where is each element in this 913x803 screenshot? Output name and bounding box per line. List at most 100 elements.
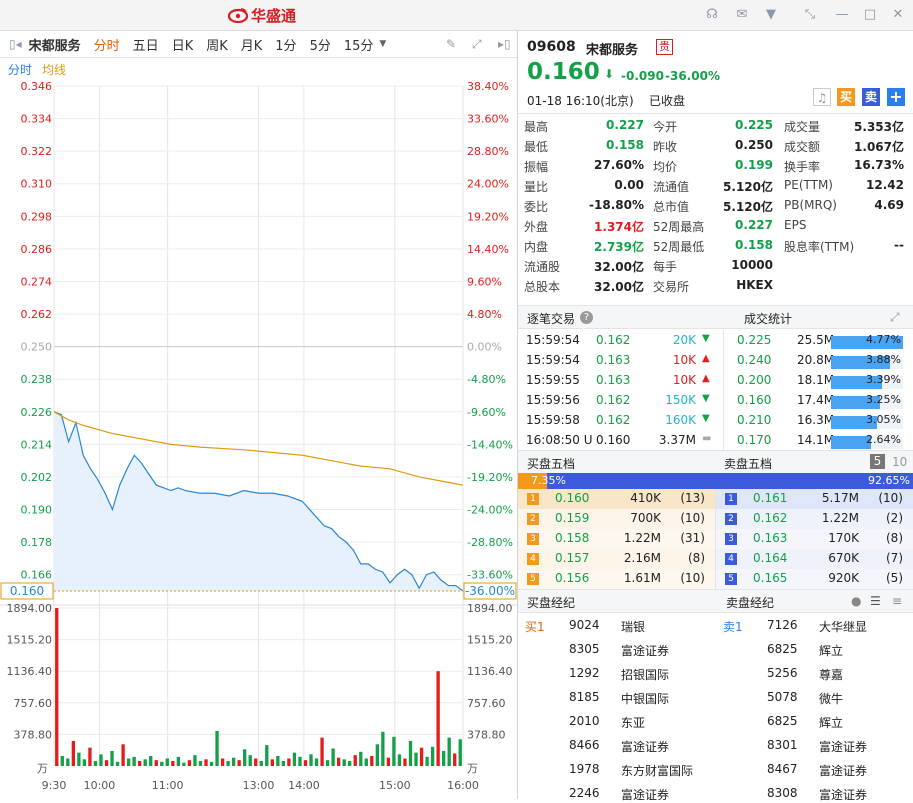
volume-bar — [359, 751, 363, 766]
pct-tick: 33.60% — [467, 113, 509, 126]
minimize-icon[interactable]: — — [835, 7, 849, 22]
volume-unit: 万 — [467, 762, 478, 775]
maximize-icon[interactable]: □ — [863, 7, 877, 22]
sell-broker-label: 卖1 — [723, 620, 743, 634]
tab-period-3[interactable]: 周K — [206, 38, 228, 54]
legend-intraday[interactable]: 分时 — [8, 63, 33, 77]
book-price: 0.161 — [753, 491, 788, 505]
price-tick: 0.298 — [21, 210, 53, 223]
tab-period-5[interactable]: 1分 — [275, 38, 297, 54]
tab-period-2[interactable]: 日K — [171, 38, 194, 54]
price-tick: 0.226 — [21, 406, 53, 419]
intraday-chart[interactable]: 9:30 10:00 11:00 13:00 14:00 15:00 16:00 0.346 3… — [0, 31, 517, 799]
stat-value: 32.00亿 — [594, 260, 644, 274]
volume-bar — [364, 758, 368, 766]
broker-id: 8185 — [569, 690, 600, 704]
close-icon[interactable]: ✕ — [892, 7, 904, 22]
headset-icon[interactable]: ☊ — [706, 7, 718, 22]
collapse-icon[interactable]: ▯◂ — [9, 37, 22, 51]
shrink-icon[interactable]: ⤡ — [804, 7, 816, 22]
broker-id: 1292 — [569, 666, 600, 680]
book-row[interactable] — [518, 569, 715, 589]
book-row[interactable] — [518, 549, 715, 569]
mail-icon[interactable]: ✉ — [736, 7, 748, 22]
panel-toggle-icon[interactable]: ▸▯ — [498, 37, 511, 51]
volstat-volume: 17.4M — [797, 393, 835, 407]
time-tick: 13:00 — [243, 779, 275, 792]
volstat-price: 0.160 — [737, 393, 772, 407]
tab-period-0[interactable]: 分时 — [93, 38, 120, 54]
stat-value: 2.739亿 — [594, 240, 644, 254]
chevron-down-icon[interactable]: ▼ — [379, 39, 387, 49]
book-row[interactable] — [716, 489, 913, 509]
pct-tick: -9.60% — [467, 406, 506, 419]
pct-tick: 14.40% — [467, 243, 509, 256]
volume-bar — [419, 747, 424, 766]
volstat-volume: 25.5M — [797, 333, 835, 347]
depth-5-tab[interactable]: 5 — [870, 454, 885, 469]
book-volume: 1.22M — [623, 531, 661, 545]
volume-bar — [353, 755, 357, 766]
legend-avg[interactable]: 均线 — [42, 63, 67, 77]
volume-bar — [370, 755, 374, 766]
tick-volume: 150K — [665, 393, 696, 407]
add-icon[interactable]: + — [887, 88, 905, 106]
price-tick: 0.238 — [21, 373, 53, 386]
menu-icon[interactable]: ≡ — [892, 594, 903, 608]
book-row[interactable] — [518, 529, 715, 549]
book-row[interactable] — [518, 489, 715, 509]
bell-icon[interactable]: ♫ — [813, 88, 831, 106]
tab-period-6[interactable]: 5分 — [309, 38, 331, 54]
level-index: 3 — [725, 533, 737, 545]
broker-name: 富途证券 — [621, 740, 670, 754]
list-icon[interactable]: ☰ — [870, 594, 881, 608]
buy-button[interactable]: 买 — [837, 88, 855, 106]
broker-name: 富途证券 — [621, 644, 670, 658]
sell-button[interactable]: 卖 — [862, 88, 880, 106]
volume-bar — [110, 750, 114, 766]
chart-toolbar: ▯◂ 宋都服务 分时 五日 日K 周K 月K 1分 5分 15分 ▼ ✎ ⤢ ▸▯ — [0, 31, 517, 58]
tab-period-7[interactable]: 15分 — [343, 38, 374, 54]
tab-period-4[interactable]: 月K — [240, 38, 263, 54]
volstat-pct: 3.05% — [866, 413, 901, 426]
stat-label: 流通值 — [653, 180, 690, 194]
help-icon[interactable]: ? — [580, 311, 593, 324]
volume-bar — [425, 756, 429, 766]
down-arrow-icon: ▼ — [702, 393, 710, 404]
shirt-icon[interactable]: ▼ — [766, 7, 776, 22]
volstat-bar-fill — [831, 336, 903, 349]
tab-period-1[interactable]: 五日 — [132, 38, 159, 54]
volume-bar — [82, 759, 87, 766]
time-tick: 9:30 — [42, 779, 67, 792]
level-index: 4 — [527, 553, 539, 565]
book-row[interactable] — [716, 569, 913, 589]
book-row[interactable] — [716, 549, 913, 569]
price-tick: 0.334 — [21, 113, 53, 126]
price-tick: 0.346 — [21, 80, 53, 93]
price-tick: 0.214 — [21, 438, 53, 451]
book-row[interactable] — [716, 509, 913, 529]
volume-bar — [270, 759, 274, 766]
broker-id: 8467 — [767, 762, 798, 776]
volume-bar — [77, 752, 81, 766]
volume-bar — [265, 745, 269, 766]
sell-brokers-title: 卖盘经纪 — [726, 596, 775, 610]
expand-icon[interactable]: ⤢ — [472, 36, 482, 51]
user-icon[interactable]: ● — [851, 594, 862, 608]
book-count: (5) — [886, 571, 903, 585]
volume-bar — [259, 760, 263, 766]
book-volume: 700K — [630, 511, 661, 525]
expand-icon[interactable]: ⤢ — [890, 310, 900, 324]
pencil-icon[interactable]: ✎ — [446, 37, 457, 51]
book-price: 0.165 — [753, 571, 788, 585]
volume-bar — [325, 760, 330, 766]
volume-bar — [176, 756, 181, 766]
pct-tick: 38.40% — [467, 80, 509, 93]
book-row[interactable] — [716, 529, 913, 549]
tick-price: 0.163 — [596, 353, 631, 367]
quote-stock-name: 宋都服务 — [586, 43, 639, 58]
depth-10-tab[interactable]: 10 — [892, 455, 908, 469]
volume-bar — [215, 730, 219, 766]
book-row[interactable] — [518, 509, 715, 529]
volume-bar — [281, 760, 286, 766]
